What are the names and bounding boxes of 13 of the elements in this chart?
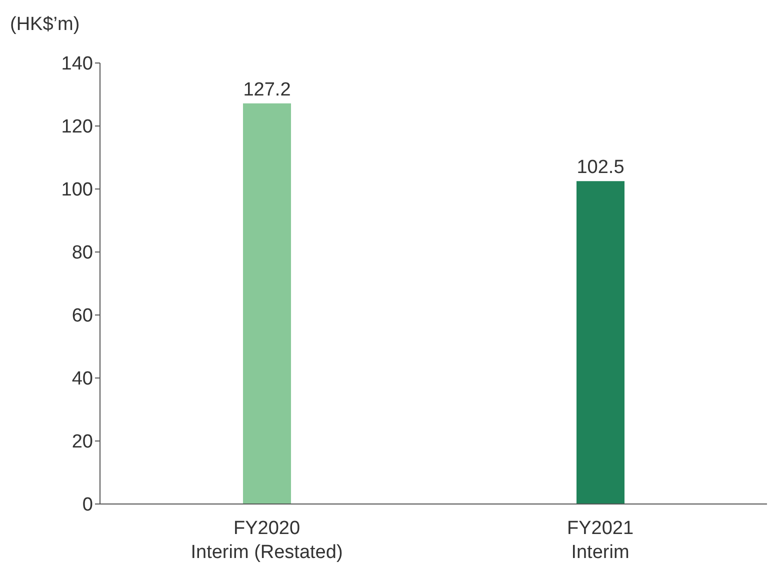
y-tick-label: 20 xyxy=(72,432,93,453)
y-tick-label: 100 xyxy=(61,180,93,201)
y-tick-label: 60 xyxy=(72,306,93,327)
x-tick-label: FY2020 Interim (Restated) xyxy=(190,518,343,563)
y-tick-label: 140 xyxy=(61,54,93,75)
y-tick-label: 0 xyxy=(82,494,93,516)
x-tick-label: FY2021 Interim xyxy=(566,518,634,563)
data-label: 102.5 xyxy=(576,157,624,178)
y-axis-title: (HK$’m) xyxy=(10,14,80,36)
data-label: 127.2 xyxy=(243,79,291,100)
y-tick-label: 80 xyxy=(72,242,93,264)
y-tick-label: 40 xyxy=(72,368,93,390)
y-tick-label: 120 xyxy=(61,116,93,138)
